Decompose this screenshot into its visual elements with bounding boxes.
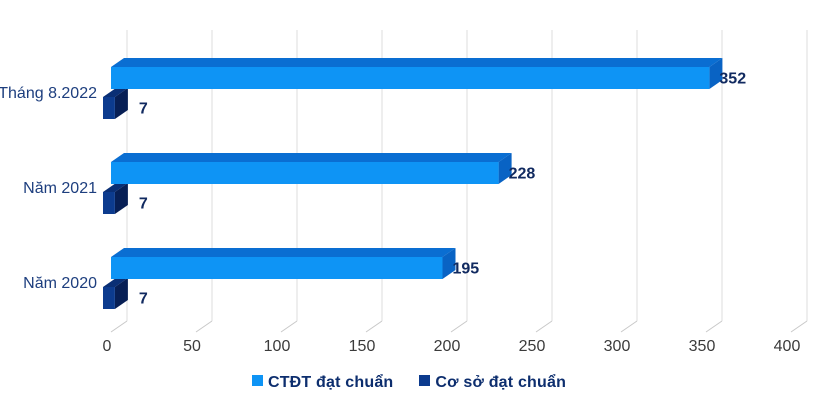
x-axis-tick-label: 250 [519,338,546,355]
category-label: Năm 2021 [23,180,97,197]
x-axis-tick-label: 200 [434,338,461,355]
category-label: Năm 2020 [23,275,97,292]
x-axis-tick-label: 300 [604,338,631,355]
legend-label: Cơ sở đạt chuẩn [435,374,567,391]
chart-legend: CTĐT đạt chuẩn Cơ sở đạt chuẩn [0,366,818,400]
bar-top-face [111,248,456,257]
axis-tick-slash [280,320,298,333]
value-label: 7 [139,291,148,308]
value-label: 7 [139,101,148,118]
bar-top-face [103,183,128,192]
legend-label: CTĐT đạt chuẩn [267,374,394,391]
category-label: Tháng 8.2022 [0,85,97,102]
bar-side-face [114,88,128,119]
bar-side-face [498,153,512,184]
bar-side-face [114,183,128,214]
bar-top-face [103,88,128,97]
legend-swatch-icon [419,375,431,386]
bar-side-face [114,278,128,309]
bar-segment[interactable] [103,97,115,119]
legend-item-ctdt[interactable]: CTĐT đạt chuẩn [251,374,394,392]
bar-segment[interactable] [111,162,499,184]
bar-segment[interactable] [103,192,115,214]
bar-segment[interactable] [111,257,443,279]
x-axis-tick-label: 100 [264,338,291,355]
x-axis-tick-label: 50 [183,338,201,355]
axis-tick-slash [450,320,468,333]
x-axis-tick-label: 350 [689,338,716,355]
bar-side-face [709,58,723,89]
axis-tick-slash [195,320,213,333]
value-label: 352 [719,71,746,88]
bar-top-face [111,153,512,162]
value-label: 195 [453,261,480,278]
axis-tick-slash [620,320,638,333]
axis-tick-slash [535,320,553,333]
x-axis-tick-label: 150 [349,338,376,355]
bar-top-face [103,278,128,287]
value-label: 228 [509,166,536,183]
axis-tick-slash [365,320,383,333]
axis-tick-slash [705,320,723,333]
bar-segment[interactable] [103,287,115,309]
bar-segment[interactable] [111,67,710,89]
x-axis-tick-label: 0 [103,338,112,355]
axis-tick-slash [110,320,128,333]
legend-item-coso[interactable]: Cơ sở đạt chuẩn [419,374,566,392]
bar-chart-3d: 0 50 100 150 200 250 300 350 400 7 352 Tháng 8.2022… [0,30,808,355]
legend-swatch-icon [251,375,263,386]
bar-side-face [442,248,456,279]
axis-tick-slash [790,320,808,333]
bar-top-face [111,58,723,67]
x-axis-tick-label: 400 [774,338,801,355]
value-label: 7 [139,196,148,213]
